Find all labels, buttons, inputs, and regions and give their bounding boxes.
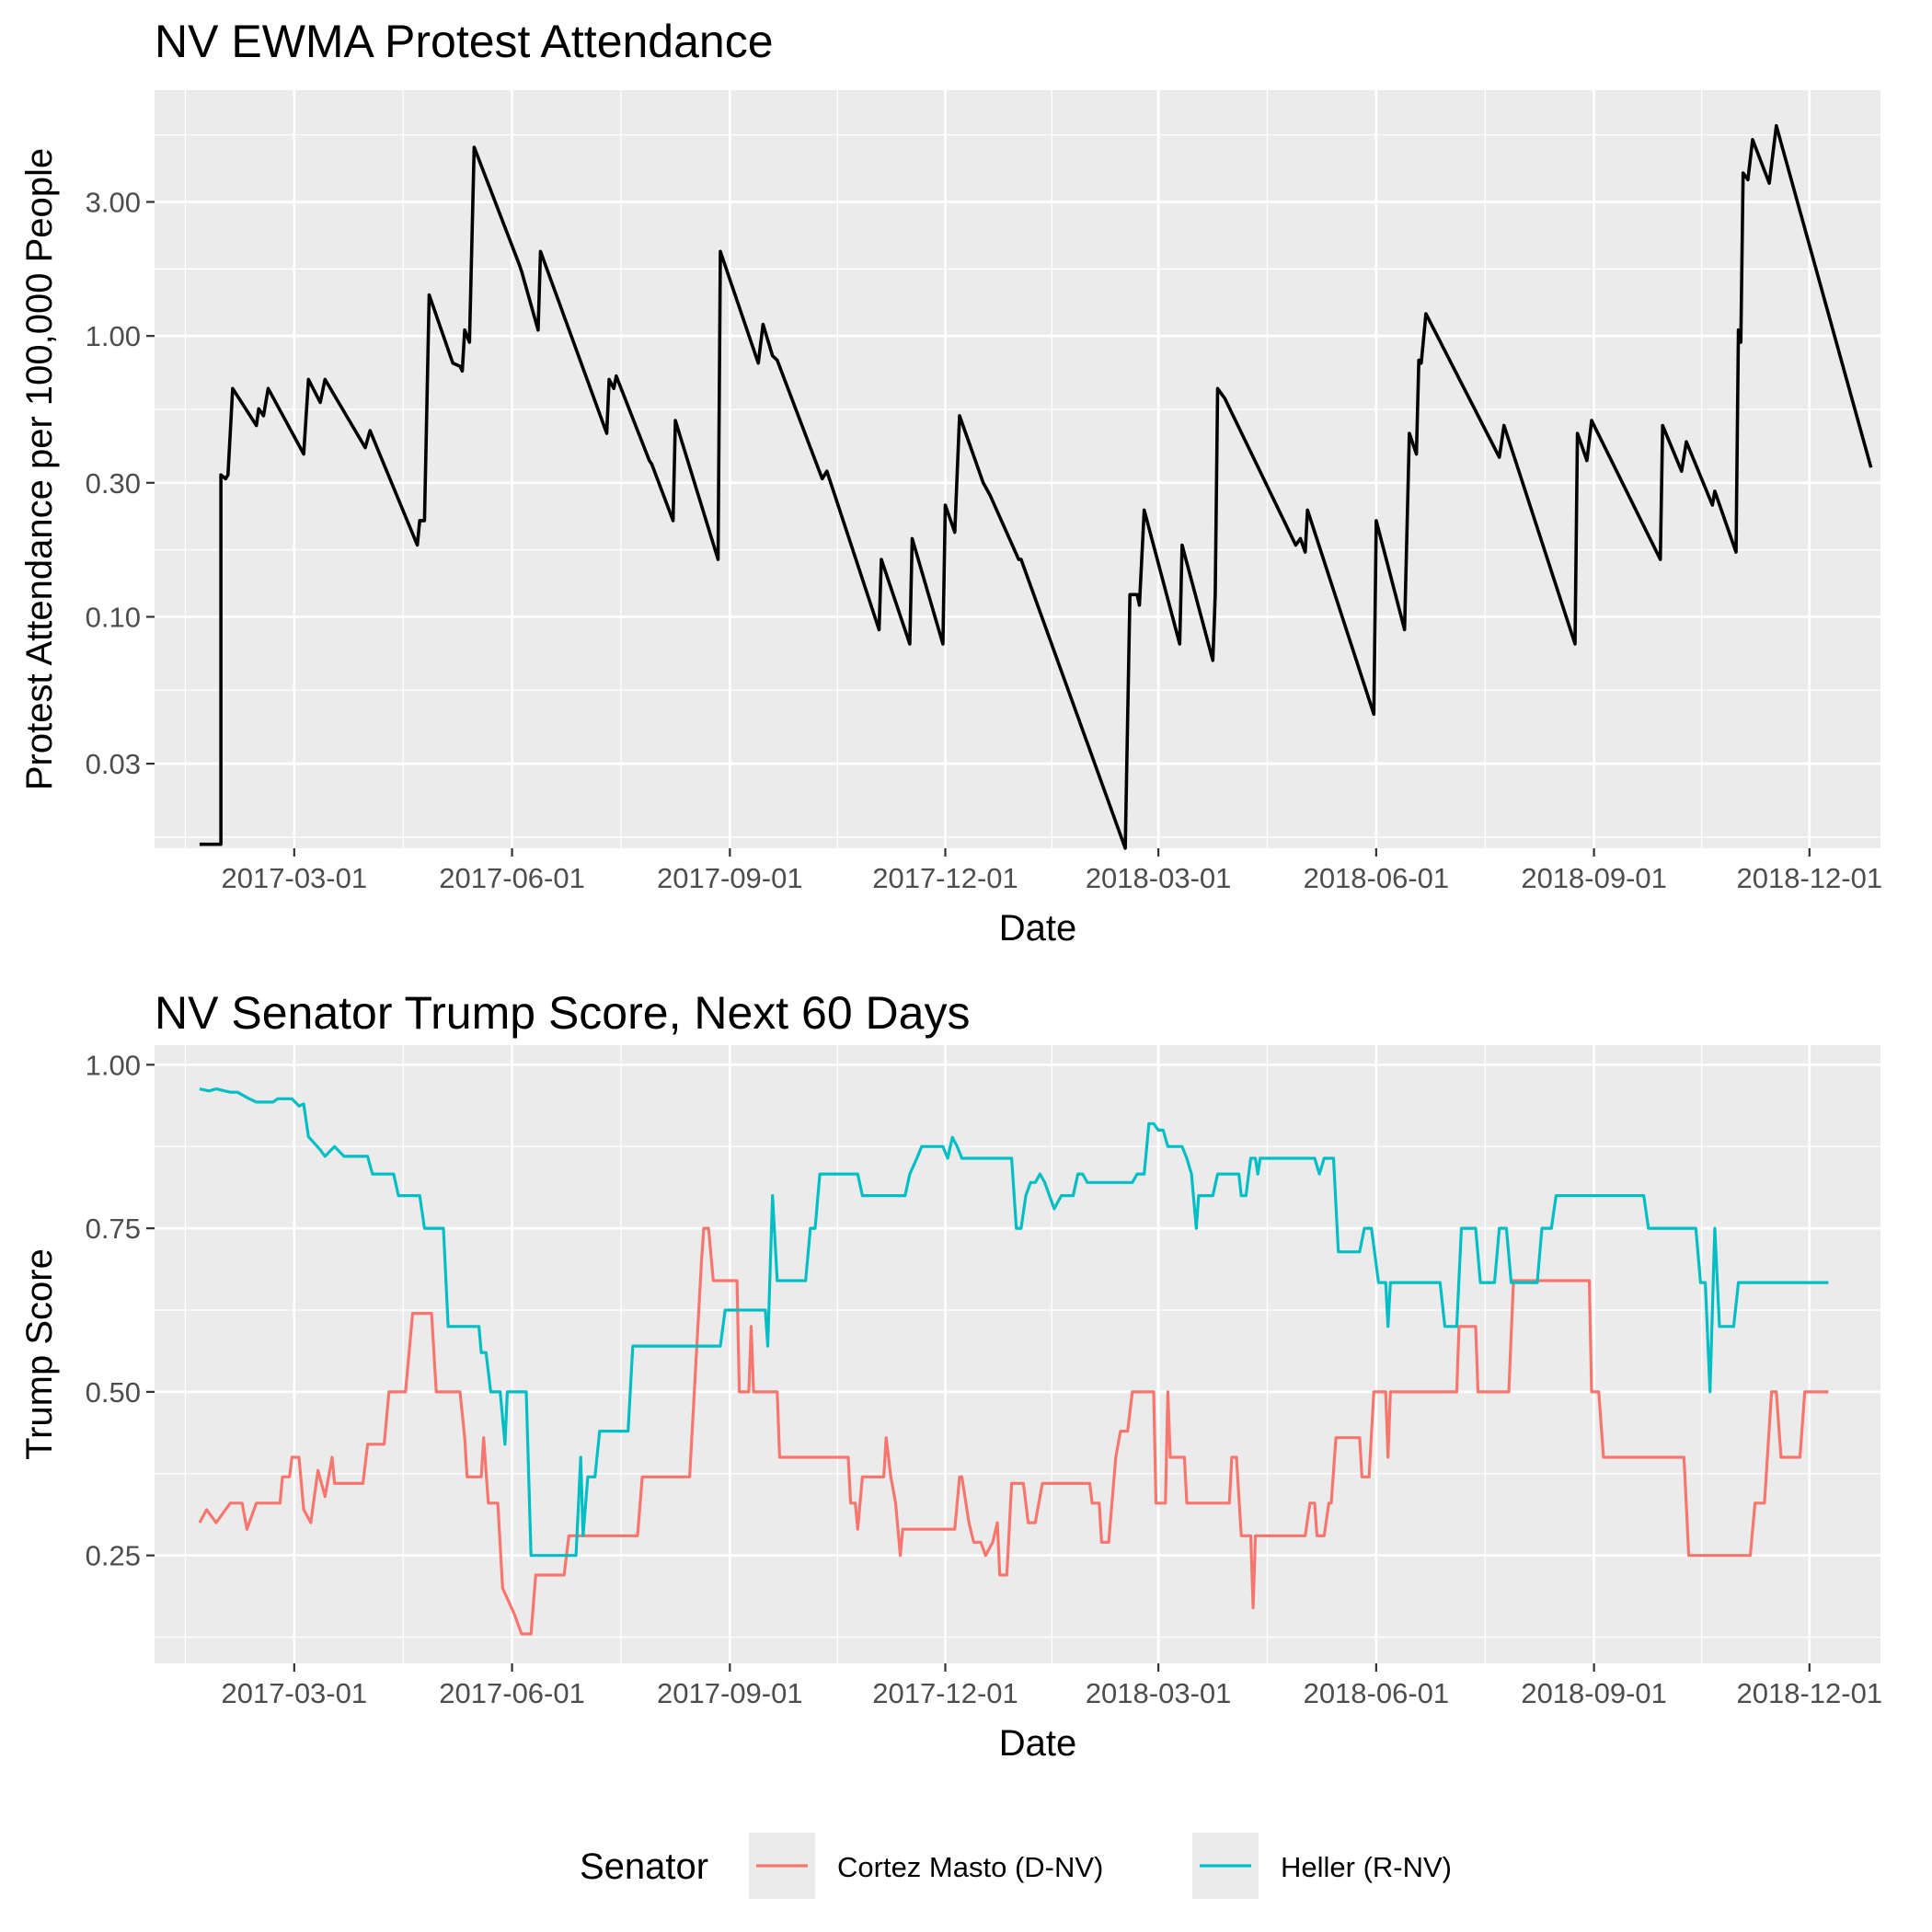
trump-score-y-tick-label: 0.75 xyxy=(86,1213,141,1245)
trump-score-x-axis-title: Date xyxy=(999,1723,1077,1764)
protest-x-tick-label: 2018-06-01 xyxy=(1304,862,1450,894)
protest-x-tick-label: 2017-09-01 xyxy=(657,862,803,894)
protest-panel: NV EWMA Protest Attendance 0.03 0.10 0.30 1… xyxy=(19,16,1882,949)
protest-chart-title: NV EWMA Protest Attendance xyxy=(155,16,774,67)
trump-score-x-tick-label: 2017-09-01 xyxy=(657,1677,803,1709)
protest-x-tick-label: 2018-03-01 xyxy=(1086,862,1232,894)
protest-plot-background xyxy=(155,90,1880,848)
legend-label-cortez-masto: Cortez Masto (D-NV) xyxy=(837,1851,1103,1883)
trump-score-x-tick-label: 2018-12-01 xyxy=(1737,1677,1883,1709)
trump-score-y-tick-label: 0.50 xyxy=(86,1376,141,1409)
legend-label-heller: Heller (R-NV) xyxy=(1281,1851,1452,1883)
protest-y-tick-label: 0.03 xyxy=(86,748,141,780)
legend: Senator Cortez Masto (D-NV) Heller (R-NV… xyxy=(580,1833,1452,1899)
protest-x-tick-label: 2017-03-01 xyxy=(222,862,368,894)
trump-score-x-tick-label: 2018-09-01 xyxy=(1521,1677,1667,1709)
protest-x-axis-title: Date xyxy=(999,908,1077,949)
protest-y-tick-label: 1.00 xyxy=(86,320,141,352)
trump-score-line-cortez-masto-d-nv xyxy=(198,1226,1829,1636)
protest-x-tick-label: 2018-09-01 xyxy=(1521,862,1667,894)
trump-score-chart-title: NV Senator Trump Score, Next 60 Days xyxy=(155,987,970,1039)
trump-score-plot-background xyxy=(155,1045,1880,1663)
protest-x-tick-label: 2017-12-01 xyxy=(872,862,1018,894)
trump-score-y-tick-label: 1.00 xyxy=(86,1049,141,1081)
protest-x-tick-label: 2018-12-01 xyxy=(1737,862,1883,894)
trump-score-x-tick-label: 2017-12-01 xyxy=(872,1677,1018,1709)
trump-score-y-tick-label: 0.25 xyxy=(86,1540,141,1572)
trump-score-panel: NV Senator Trump Score, Next 60 Days 0.2… xyxy=(19,987,1882,1764)
trump-score-line-heller-r-nv xyxy=(199,1087,1829,1558)
protest-y-tick-label: 3.00 xyxy=(86,186,141,218)
protest-y-tick-label: 0.30 xyxy=(86,467,141,500)
trump-score-y-axis-title: Trump Score xyxy=(19,1248,60,1460)
legend-title: Senator xyxy=(580,1846,708,1887)
trump-score-x-tick-label: 2018-03-01 xyxy=(1086,1677,1232,1709)
protest-y-axis-title: Protest Attendance per 100,000 People xyxy=(19,148,60,790)
protest-line-series-0 xyxy=(199,123,1873,850)
trump-score-x-tick-label: 2017-06-01 xyxy=(439,1677,585,1709)
protest-y-tick-label: 0.10 xyxy=(86,601,141,633)
protest-x-tick-label: 2017-06-01 xyxy=(439,862,585,894)
trump-score-x-tick-label: 2018-06-01 xyxy=(1304,1677,1450,1709)
trump-score-x-tick-label: 2017-03-01 xyxy=(222,1677,368,1709)
